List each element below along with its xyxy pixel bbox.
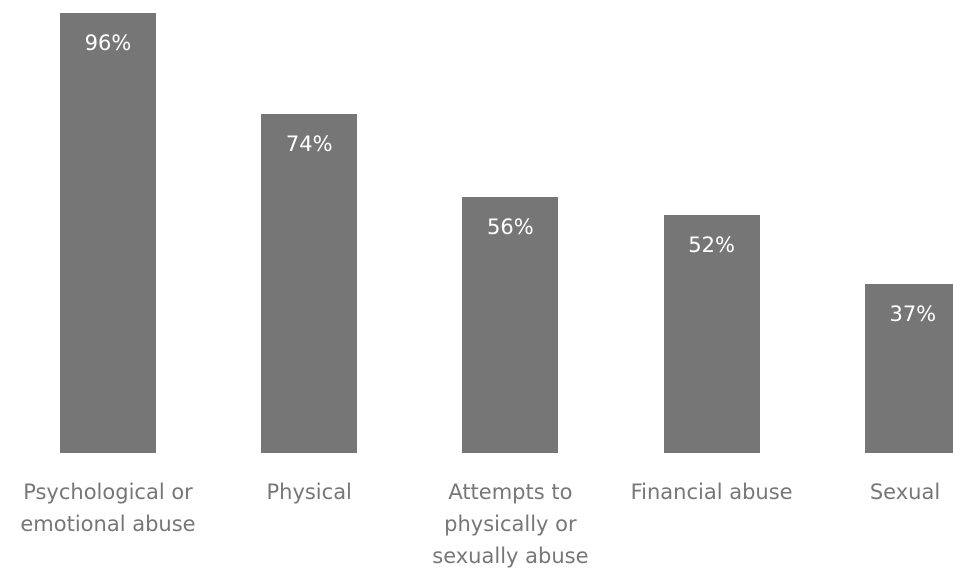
category-label: Attempts to physically or sexually abuse: [432, 480, 589, 568]
value-label: 74%: [285, 132, 333, 157]
category-label: Physical: [266, 480, 352, 504]
value-label: 96%: [84, 31, 132, 56]
value-label: 37%: [889, 301, 937, 326]
bar: [663, 214, 760, 453]
bar: [60, 13, 156, 453]
bar: [462, 196, 559, 453]
category-label: Sexual: [869, 480, 941, 504]
category-label: Financial abuse: [630, 480, 793, 504]
bar: [261, 114, 358, 453]
category-label: Psychological or emotional abuse: [20, 480, 196, 536]
value-label: 56%: [487, 214, 534, 239]
value-label: 52%: [688, 232, 735, 257]
bar: [864, 283, 953, 453]
